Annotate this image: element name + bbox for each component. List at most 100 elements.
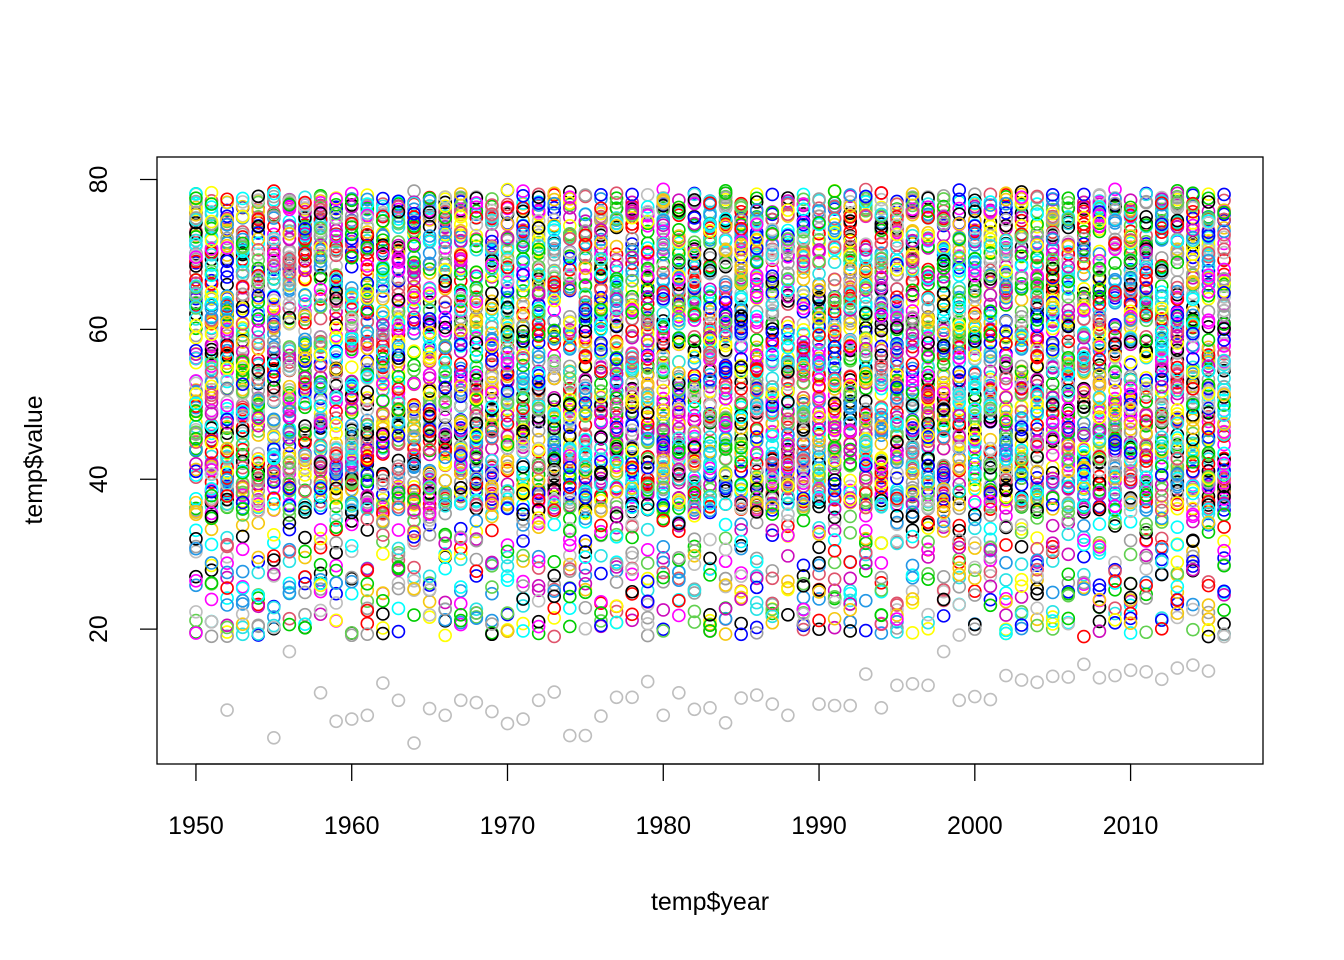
data-point (251, 226, 266, 240)
data-point (500, 205, 515, 220)
data-point (204, 429, 219, 444)
data-point (189, 254, 203, 269)
data-point (235, 617, 250, 631)
data-point (220, 473, 234, 487)
data-point (235, 447, 250, 462)
data-point (298, 400, 312, 415)
data-point (235, 195, 250, 209)
data-point (438, 268, 452, 282)
data-point (282, 498, 297, 513)
data-point (376, 505, 390, 520)
data-point (267, 356, 281, 371)
data-point (267, 610, 281, 624)
data-point (267, 567, 281, 581)
data-point (267, 227, 281, 242)
data-point (298, 343, 312, 358)
data-point (360, 523, 375, 537)
data-point (235, 227, 250, 242)
data-point (485, 333, 499, 348)
data-point (453, 596, 468, 611)
data-point (204, 214, 219, 229)
data-point (313, 603, 328, 618)
data-point (438, 595, 452, 610)
data-point (235, 420, 250, 435)
data-point (453, 195, 468, 209)
data-point (189, 425, 203, 439)
data-point (796, 513, 811, 528)
data-point (267, 232, 281, 247)
data-point (485, 316, 499, 331)
data-point (438, 355, 452, 370)
data-point (656, 306, 671, 321)
data-point (391, 581, 406, 596)
data-point (407, 438, 421, 453)
data-point (360, 370, 375, 384)
data-point (282, 516, 297, 530)
data-point (251, 627, 266, 641)
data-point (469, 606, 484, 620)
data-point (453, 546, 468, 561)
data-point (360, 268, 375, 283)
data-point (438, 380, 452, 395)
data-point (189, 578, 203, 593)
data-point (220, 625, 234, 639)
data-point (329, 239, 343, 254)
data-point (687, 532, 702, 546)
data-point (469, 447, 484, 461)
data-point (438, 450, 452, 465)
data-point (453, 299, 468, 314)
data-point (376, 368, 390, 382)
data-point (422, 594, 437, 609)
data-point (640, 628, 655, 643)
data-point (453, 187, 468, 201)
data-point (422, 199, 437, 213)
data-point (267, 373, 281, 387)
data-point (220, 254, 234, 269)
data-point (220, 223, 234, 237)
data-point (469, 298, 484, 312)
data-point (500, 624, 515, 638)
data-point (438, 199, 452, 213)
data-point (204, 576, 219, 590)
data-point (407, 524, 421, 539)
data-point (344, 377, 359, 392)
data-point (469, 196, 484, 210)
data-point (235, 485, 250, 500)
data-point (251, 363, 266, 378)
data-point (282, 481, 297, 496)
data-point (453, 317, 468, 331)
data-point (313, 330, 328, 344)
data-point (204, 482, 219, 496)
data-point (485, 375, 499, 390)
data-point (251, 242, 266, 257)
data-point (251, 565, 266, 580)
data-point (781, 607, 795, 622)
data-point (500, 496, 515, 510)
data-point (204, 456, 219, 470)
data-point (360, 363, 375, 377)
data-point (422, 209, 437, 224)
data-point (376, 291, 390, 306)
data-point (376, 445, 390, 460)
data-point (609, 239, 624, 254)
data-point (422, 481, 437, 496)
data-point (453, 344, 468, 359)
data-point (453, 323, 468, 338)
data-point (329, 330, 343, 345)
data-point (267, 497, 281, 511)
data-point (251, 452, 266, 466)
data-point (251, 397, 266, 412)
data-point (453, 613, 468, 628)
data-point (329, 454, 343, 469)
data-point (453, 608, 468, 622)
data-point (485, 394, 499, 408)
data-point (422, 205, 437, 220)
data-point (282, 463, 297, 477)
data-point (500, 273, 515, 288)
data-point (251, 219, 266, 234)
data-point (438, 409, 452, 423)
data-point (282, 580, 297, 595)
data-point (547, 517, 562, 532)
data-point (189, 250, 203, 265)
data-point (282, 310, 297, 325)
